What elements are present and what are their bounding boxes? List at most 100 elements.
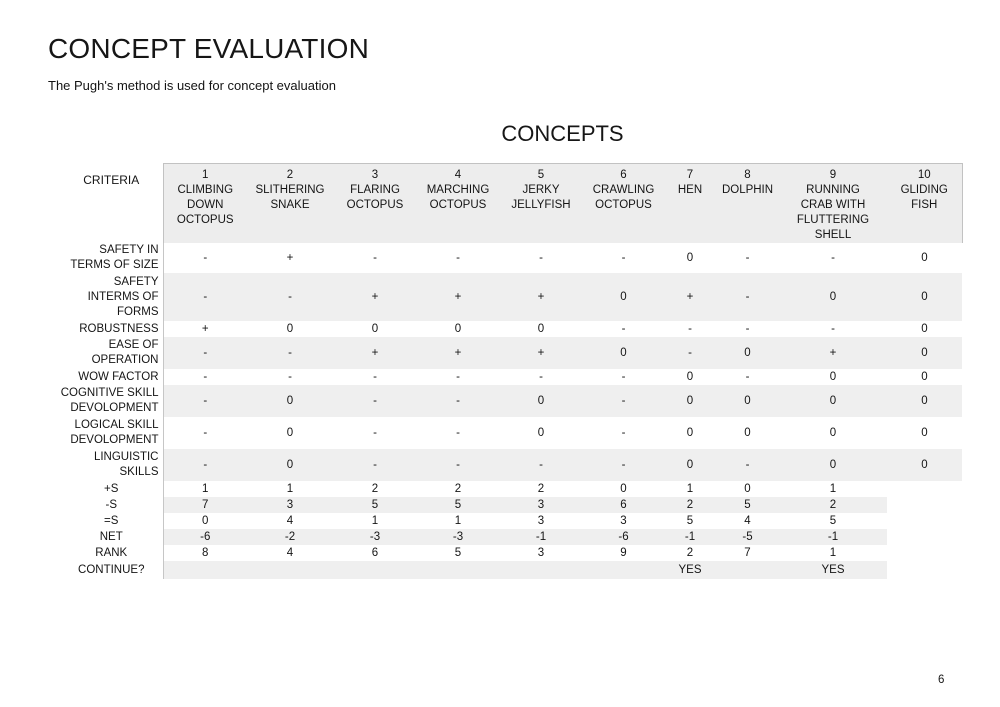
summary-label: CONTINUE? [78, 563, 145, 576]
criterion-row: LINGUISTIC SKILLS -0- - - -0-0 0 [60, 449, 962, 481]
summary-label: +S [104, 482, 119, 495]
score-cell: + [417, 273, 499, 321]
concept-name: HEN [677, 184, 703, 196]
score-cell: 0 [686, 251, 694, 264]
score-cell [716, 561, 779, 579]
criterion-row: ROBUSTNESS +0 0 0 0 - - - - 0 [60, 321, 962, 337]
score-cell: 3 [537, 546, 545, 559]
score-cell: 5 [333, 497, 417, 513]
score-cell: 0 [247, 385, 333, 417]
score-cell: + [417, 337, 499, 369]
pugh-matrix-wrap: CRITERIA 1 CLIMBING DOWN OCTOPUS 2 SLITHERIN… [60, 163, 963, 579]
concept-number: 3 [371, 169, 379, 181]
score-cell: 0 [537, 426, 545, 439]
score-cell: 0 [664, 385, 716, 417]
score-cell: 3 [247, 497, 333, 513]
page-number: 6 [938, 674, 945, 686]
score-cell: 1 [286, 482, 294, 495]
score-cell: 0 [779, 385, 887, 417]
score-cell [887, 561, 962, 579]
concept-header-cell: 9 RUNNING CRAB WITH FLUTTERING SHELL [779, 163, 887, 243]
score-cell [247, 561, 333, 579]
score-cell: - [162, 417, 247, 449]
score-cell: - [621, 251, 626, 264]
score-cell: 0 [583, 337, 664, 369]
score-cell: - [583, 449, 664, 481]
concept-number: 2 [286, 169, 294, 181]
pugh-matrix-table: CRITERIA 1 CLIMBING DOWN OCTOPUS 2 SLITHERIN… [60, 163, 963, 579]
score-cell: 5 [417, 497, 499, 513]
score-cell: 7 [744, 546, 751, 559]
score-cell: 0 [779, 273, 887, 321]
concept-header-cell: 4 MARCHING OCTOPUS [417, 163, 499, 243]
score-cell: 0 [829, 370, 837, 383]
score-cell: 0 [583, 273, 664, 321]
score-cell: - [162, 369, 247, 385]
score-cell: -2 [247, 529, 333, 545]
score-cell: 0 [537, 322, 545, 335]
score-cell: 0 [371, 322, 379, 335]
score-cell: + [499, 273, 583, 321]
score-cell: 0 [286, 322, 294, 335]
score-cell [887, 529, 962, 545]
score-cell: -5 [716, 529, 779, 545]
score-cell: - [745, 322, 750, 335]
score-cell: -6 [583, 529, 664, 545]
criterion-label: SAFETY IN TERMS OF SIZE [70, 244, 159, 271]
score-cell: - [688, 322, 692, 335]
score-cell: 1 [371, 514, 379, 527]
score-cell: 0 [744, 426, 751, 439]
score-cell: + [286, 251, 294, 264]
score-cell: - [621, 426, 626, 439]
score-cell: + [664, 273, 716, 321]
summary-label: NET [99, 530, 123, 543]
score-cell: -1 [499, 529, 583, 545]
score-cell: 2 [686, 546, 694, 559]
score-cell: 7 [162, 497, 247, 513]
summary-row: -S 7 3 5 5 3 6 2 5 2 [60, 497, 962, 513]
criterion-label: ROBUSTNESS [79, 322, 159, 335]
score-cell: 2 [371, 482, 379, 495]
score-cell: - [417, 385, 499, 417]
score-cell [887, 545, 962, 561]
concept-header-cell: 1 CLIMBING DOWN OCTOPUS [162, 163, 247, 243]
concept-number: 5 [537, 169, 545, 181]
score-cell [583, 561, 664, 579]
criterion-label: LOGICAL SKILL DEVOLOPMENT [70, 419, 159, 446]
score-cell: - [333, 449, 417, 481]
score-cell: 0 [686, 370, 694, 383]
score-cell: 5 [716, 497, 779, 513]
criterion-label: EASE OF OPERATION [91, 339, 159, 366]
concept-name: CLIMBING DOWN OCTOPUS [176, 184, 234, 226]
score-cell: 0 [162, 513, 247, 529]
score-cell: - [539, 370, 543, 383]
concept-name: CRAWLING OCTOPUS [592, 184, 655, 211]
score-cell: 0 [664, 449, 716, 481]
score-cell: - [499, 449, 583, 481]
score-cell: + [333, 273, 417, 321]
criterion-label: WOW FACTOR [78, 370, 159, 383]
score-cell: - [456, 426, 460, 439]
score-cell: 3 [537, 514, 545, 527]
score-cell: - [539, 251, 543, 264]
concept-number: 8 [744, 169, 751, 181]
score-cell: - [664, 337, 716, 369]
score-cell: - [621, 322, 626, 335]
score-cell: 0 [921, 322, 928, 335]
score-cell: 0 [247, 449, 333, 481]
criterion-row: SAFETY INTERMS OF FORMS - - + + +0 + -0 0 [60, 273, 962, 321]
score-cell: 4 [286, 514, 294, 527]
score-cell: 0 [620, 482, 627, 495]
summary-label: -S [105, 498, 118, 511]
concept-number: 9 [829, 169, 837, 181]
score-cell: - [583, 385, 664, 417]
concept-name: JERKY JELLYFISH [511, 184, 571, 211]
score-cell: 1 [829, 482, 837, 495]
criterion-label: SAFETY INTERMS OF FORMS [87, 275, 159, 318]
criterion-label: COGNITIVE SKILL DEVOLOPMENT [60, 387, 159, 414]
score-cell: -1 [664, 529, 716, 545]
score-cell: - [373, 251, 377, 264]
concept-header-cell: 3 FLARING OCTOPUS [333, 163, 417, 243]
score-cell: 0 [686, 426, 694, 439]
score-cell: + [779, 337, 887, 369]
